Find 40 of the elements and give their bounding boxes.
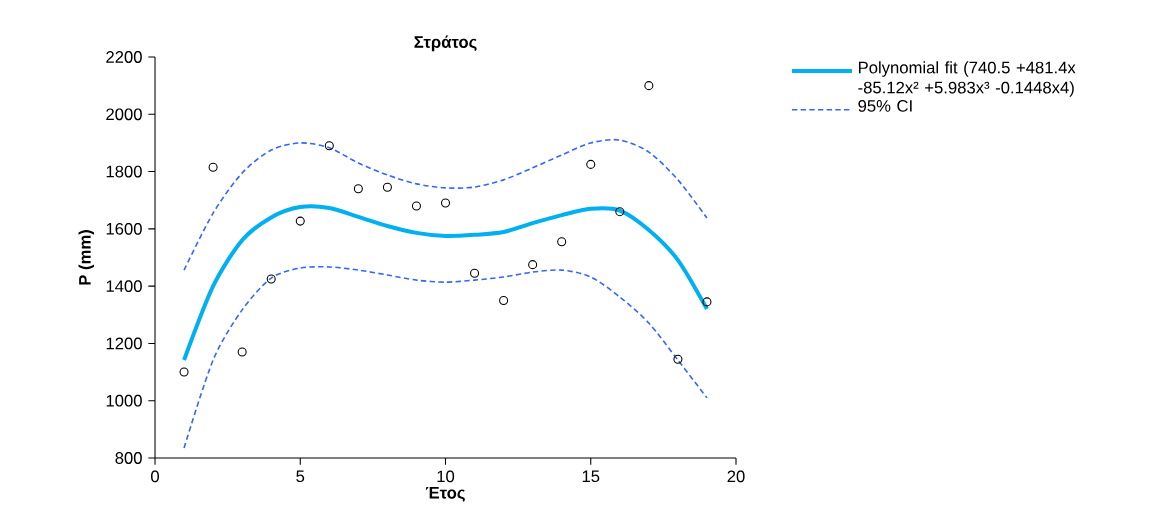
y-axis-title: P (mm) [78, 230, 95, 285]
point [382, 182, 392, 192]
legend-label: 95% CI [858, 99, 912, 112]
point [411, 201, 421, 211]
x-tick-label: 0 [151, 470, 159, 483]
y-tick-label: 1800 [106, 165, 142, 178]
y-tick-label: 2200 [106, 51, 142, 63]
point [208, 162, 218, 172]
chart-title: Στράτος [414, 35, 477, 52]
line-series [183, 138, 708, 271]
x-tick-label: 10 [437, 470, 455, 483]
point [179, 367, 189, 377]
point [470, 268, 480, 278]
point [353, 184, 363, 194]
point [702, 297, 712, 307]
point [266, 274, 276, 284]
y-tick-label: 1600 [106, 222, 142, 235]
point [499, 295, 509, 305]
point [295, 216, 305, 226]
point [586, 159, 596, 169]
line-series [182, 204, 709, 363]
point [644, 81, 654, 91]
x-axis-title: Έτος [425, 486, 465, 502]
point [528, 260, 538, 270]
y-tick-label: 1400 [106, 280, 142, 293]
point [440, 198, 451, 208]
y-tick-label: 1000 [106, 394, 142, 407]
y-tick-label: 800 [115, 452, 142, 464]
x-tick-label: 15 [582, 470, 600, 483]
point [673, 354, 683, 364]
x-tick-label: 5 [296, 470, 305, 483]
point [324, 141, 334, 151]
line-series [183, 265, 708, 449]
legend-label: Polynomial fit (740.5 +481.4x -85.12x² +5.983x³ -0.1448x4) [858, 61, 1076, 97]
point [237, 347, 247, 357]
x-tick-label: 20 [727, 470, 745, 483]
point [557, 237, 567, 247]
y-tick-label: 2000 [106, 108, 142, 121]
point [615, 207, 625, 217]
y-tick-label: 1200 [106, 337, 142, 350]
